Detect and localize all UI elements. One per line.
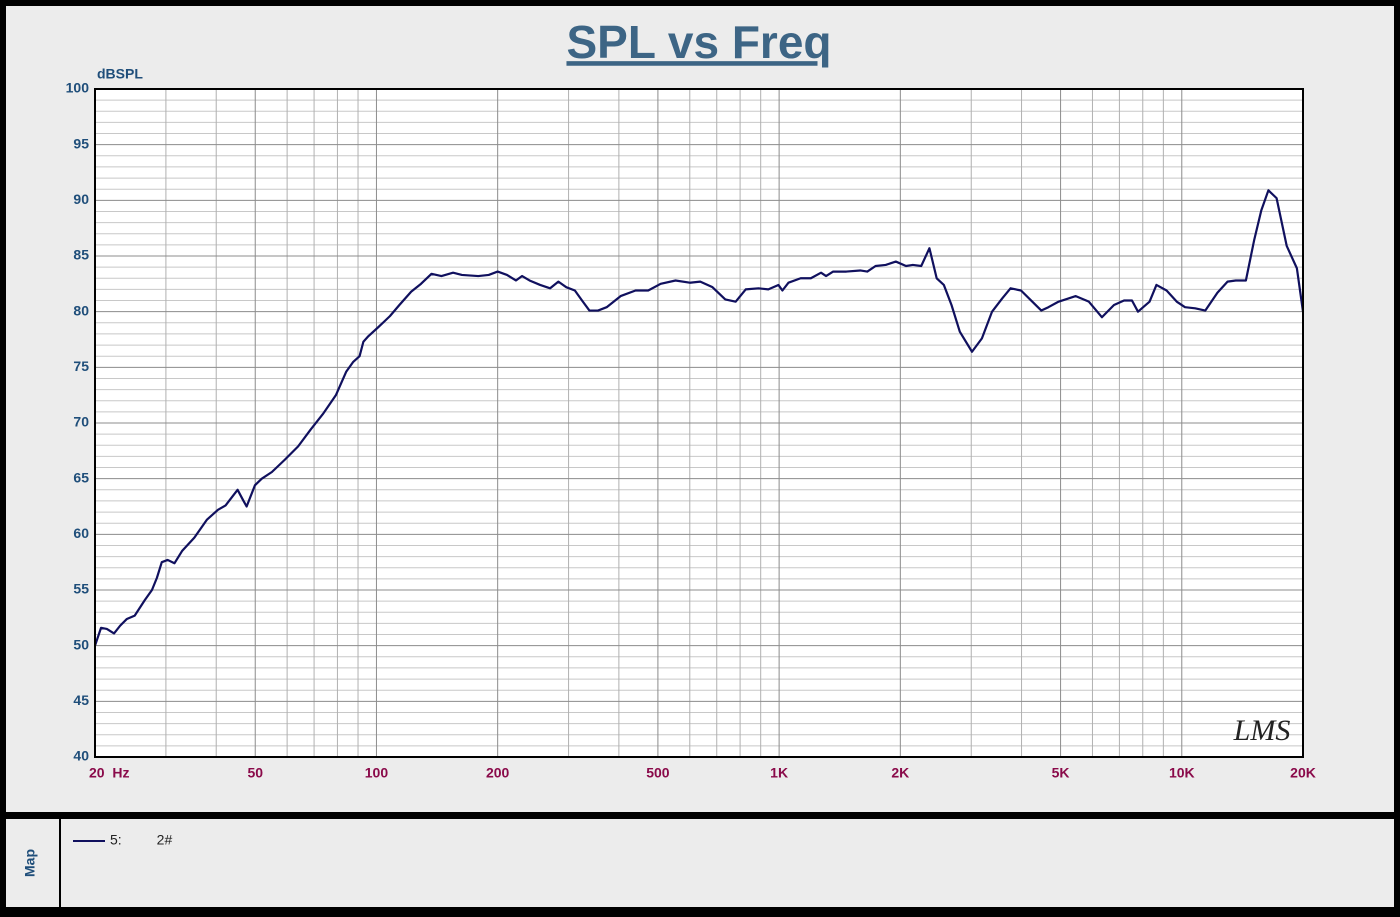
y-tick-label: 100 — [66, 80, 90, 96]
y-tick-label: 40 — [73, 748, 89, 764]
y-tick-label: 45 — [73, 692, 89, 708]
x-tick-label: 2K — [891, 765, 909, 781]
x-tick-label: 500 — [646, 765, 670, 781]
legend-panel — [6, 819, 1394, 907]
plot-frame — [94, 88, 1304, 758]
x-tick-label: 20K — [1290, 765, 1316, 781]
y-tick-label: 90 — [73, 191, 89, 207]
panel-label: Map — [22, 849, 38, 877]
x-tick-label: 200 — [486, 765, 510, 781]
y-tick-label: 55 — [73, 581, 89, 597]
chart-title: SPL vs Freq — [566, 16, 831, 68]
y-tick-label: 50 — [73, 636, 89, 652]
x-tick-label: 10K — [1169, 765, 1195, 781]
y-axis-label: dBSPL — [97, 66, 143, 82]
x-tick-label: 1K — [770, 765, 788, 781]
map-cell — [6, 819, 59, 907]
x-tick-label: 20 Hz — [89, 765, 129, 781]
y-tick-label: 85 — [73, 247, 89, 263]
y-tick-label: 60 — [73, 525, 89, 541]
x-tick-label: 50 — [247, 765, 263, 781]
y-tick-label: 95 — [73, 135, 89, 151]
y-tick-label: 70 — [73, 414, 89, 430]
y-tick-label: 80 — [73, 302, 89, 318]
watermark: LMS — [1233, 714, 1291, 747]
x-tick-label: 100 — [365, 765, 389, 781]
series-line — [93, 189, 1305, 647]
x-tick-label: 5K — [1052, 765, 1070, 781]
y-tick-label: 75 — [73, 358, 89, 374]
legend-label: 5: 2# — [110, 832, 172, 848]
y-tick-label: 65 — [73, 469, 89, 485]
